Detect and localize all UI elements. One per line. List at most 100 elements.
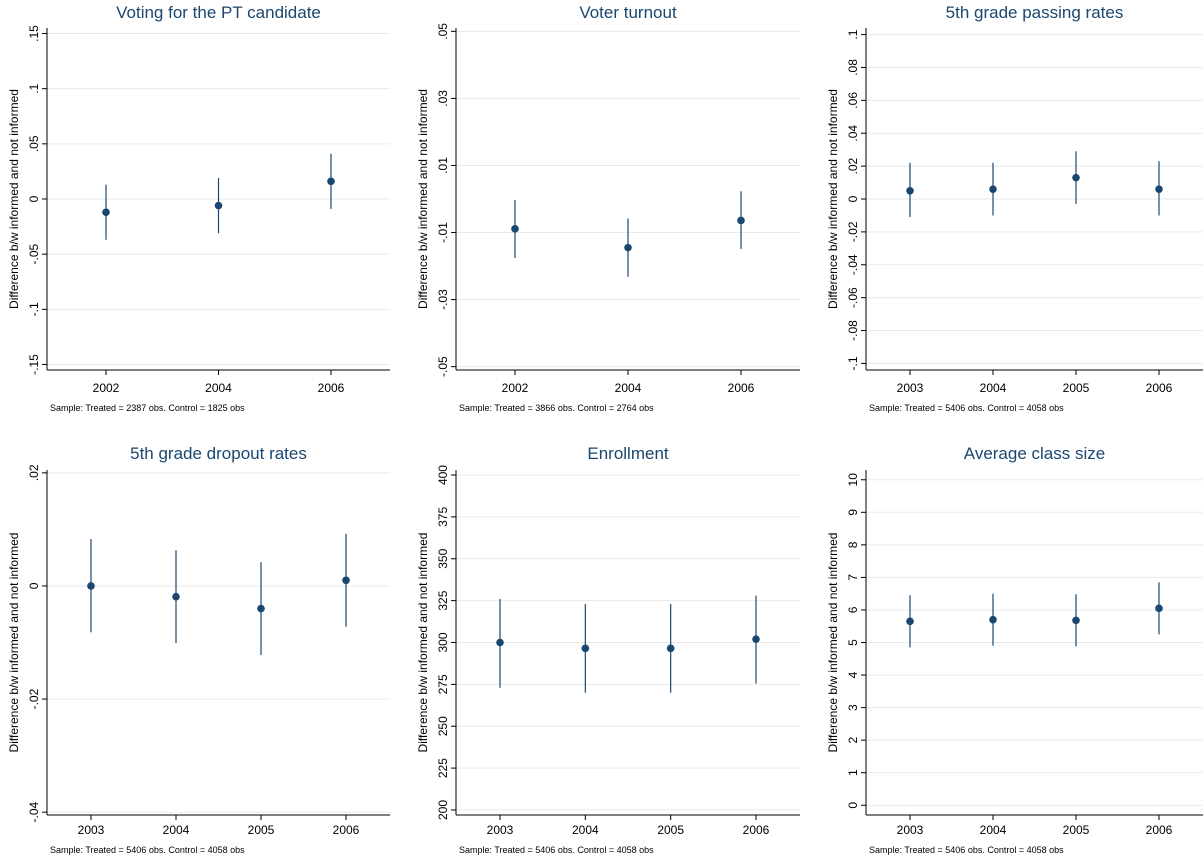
- chart-title: 5th grade passing rates: [946, 3, 1124, 22]
- sample-note: Sample: Treated = 2387 obs. Control = 18…: [50, 403, 245, 413]
- point-estimate: [1072, 616, 1080, 625]
- y-tick-label: 325: [436, 590, 450, 610]
- y-tick-label: .02: [27, 464, 41, 481]
- y-tick-label: .1: [27, 83, 41, 93]
- y-tick-label: 350: [436, 548, 450, 568]
- y-tick-label: 5: [846, 639, 860, 646]
- y-tick-label: 225: [436, 758, 450, 778]
- chart-title: Enrollment: [587, 444, 669, 463]
- y-tick-label: 6: [846, 606, 860, 613]
- y-tick-label: -.08: [846, 320, 860, 341]
- y-tick-label: 275: [436, 674, 450, 694]
- chart-panel-1: -.15 -.1 -.05 0 .05 .1 .15 2002 2004 2006 Differen…: [7, 3, 390, 413]
- y-axis-title: Difference b/w informed and not informed: [826, 533, 840, 753]
- point-estimate: [1155, 604, 1163, 613]
- point-estimate: [737, 216, 745, 225]
- chart-title: Average class size: [964, 444, 1105, 463]
- y-tick-label: 1: [846, 769, 860, 776]
- y-tick-label: -.1: [846, 356, 860, 370]
- y-tick-label: 0: [27, 582, 41, 589]
- y-tick-label: 0: [846, 802, 860, 809]
- sample-note: Sample: Treated = 5406 obs. Control = 40…: [869, 403, 1064, 413]
- y-tick-label: .15: [27, 25, 41, 42]
- y-tick-label: 10: [846, 473, 860, 487]
- x-tick-label: 2002: [502, 381, 529, 395]
- point-estimate: [87, 582, 95, 590]
- x-tick-label: 2006: [1146, 823, 1173, 837]
- y-tick-label: .06: [846, 92, 860, 109]
- x-tick-label: 2004: [205, 381, 232, 395]
- chart-title: Voter turnout: [579, 3, 677, 22]
- y-axis-title: Difference b/w informed and not informed: [416, 533, 430, 753]
- x-tick-label: 2006: [743, 823, 770, 837]
- x-tick-label: 2005: [248, 823, 275, 837]
- y-tick-label: .1: [846, 29, 860, 39]
- point-estimate: [342, 576, 350, 585]
- y-axis-title: Difference b/w informed and not informed: [7, 533, 21, 753]
- sample-note: Sample: Treated = 3866 obs. Control = 27…: [459, 403, 654, 413]
- x-tick-label: 2006: [318, 381, 345, 395]
- x-tick-label: 2004: [615, 381, 642, 395]
- chart-panel-5: 200 225 250 275 300 325 350 375 400 2003 2004 2005 2…: [416, 444, 800, 855]
- y-tick-label: 375: [436, 507, 450, 527]
- point-estimate: [496, 638, 504, 647]
- y-tick-label: 0: [27, 195, 41, 202]
- sample-note: Sample: Treated = 5406 obs. Control = 40…: [869, 845, 1064, 855]
- y-tick-label: -.02: [27, 688, 41, 709]
- point-estimate: [906, 617, 914, 626]
- point-estimate: [327, 177, 335, 186]
- point-estimate: [102, 208, 110, 217]
- x-tick-label: 2006: [728, 381, 755, 395]
- chart-title: Voting for the PT candidate: [116, 3, 321, 22]
- x-tick-label: 2005: [1063, 381, 1090, 395]
- y-tick-label: 9: [846, 509, 860, 516]
- y-tick-label: .03: [436, 90, 450, 107]
- sample-note: Sample: Treated = 5406 obs. Control = 40…: [459, 845, 654, 855]
- y-tick-label: .01: [436, 157, 450, 174]
- point-estimate: [1155, 185, 1163, 193]
- chart-panel-2: -.05 -.03 -.01 .01 .03 .05 2002 2004 2006 Differe…: [416, 3, 800, 413]
- y-tick-label: .04: [846, 125, 860, 142]
- y-tick-label: -.03: [436, 289, 450, 310]
- point-estimate: [581, 644, 590, 653]
- point-estimate: [989, 185, 997, 193]
- y-tick-label: -.05: [436, 356, 450, 377]
- chart-panel-4: -.04 -.02 0 .02 2003 2004 2005 2006 Difference b…: [7, 444, 390, 855]
- point-estimate: [752, 635, 760, 643]
- y-axis-title: Difference b/w informed and not informed: [416, 89, 430, 309]
- y-tick-label: 300: [436, 632, 450, 652]
- y-tick-label: 400: [436, 465, 450, 485]
- x-tick-label: 2004: [163, 823, 190, 837]
- chart-panel-6: 0 1 2 3 4 5 6 7 8 9 10 2003 2004 2005 2006 Difference b…: [826, 444, 1203, 855]
- x-tick-label: 2004: [980, 823, 1007, 837]
- x-tick-label: 2002: [93, 381, 120, 395]
- chart-title: 5th grade dropout rates: [130, 444, 307, 463]
- x-tick-label: 2004: [572, 823, 599, 837]
- x-tick-label: 2005: [1063, 823, 1090, 837]
- point-estimate: [172, 592, 180, 601]
- x-tick-label: 2003: [487, 823, 514, 837]
- y-tick-label: -.1: [27, 302, 41, 316]
- y-tick-label: .05: [436, 23, 450, 40]
- point-estimate: [624, 243, 632, 252]
- x-tick-label: 2006: [333, 823, 360, 837]
- y-tick-label: 0: [846, 195, 860, 202]
- x-tick-label: 2003: [897, 823, 924, 837]
- y-axis-title: Difference b/w informed and not informed: [7, 89, 21, 309]
- y-tick-label: .02: [846, 157, 860, 174]
- y-tick-label: 8: [846, 541, 860, 548]
- y-tick-label: -.02: [846, 221, 860, 242]
- point-estimate: [511, 225, 519, 233]
- point-estimate: [1072, 173, 1080, 182]
- y-tick-label: 250: [436, 716, 450, 736]
- point-estimate: [257, 604, 265, 613]
- y-tick-label: 3: [846, 704, 860, 711]
- y-tick-label: -.04: [27, 802, 41, 823]
- y-tick-label: -.06: [846, 287, 860, 308]
- x-tick-label: 2003: [897, 381, 924, 395]
- x-tick-label: 2004: [980, 381, 1007, 395]
- x-tick-label: 2005: [657, 823, 684, 837]
- y-tick-label: 4: [846, 671, 860, 678]
- chart-panel-3: -.1 -.08 -.06 -.04 -.02 0 .02 .04 .06 .08 .1 2003 20…: [826, 3, 1203, 413]
- point-estimate: [214, 201, 223, 210]
